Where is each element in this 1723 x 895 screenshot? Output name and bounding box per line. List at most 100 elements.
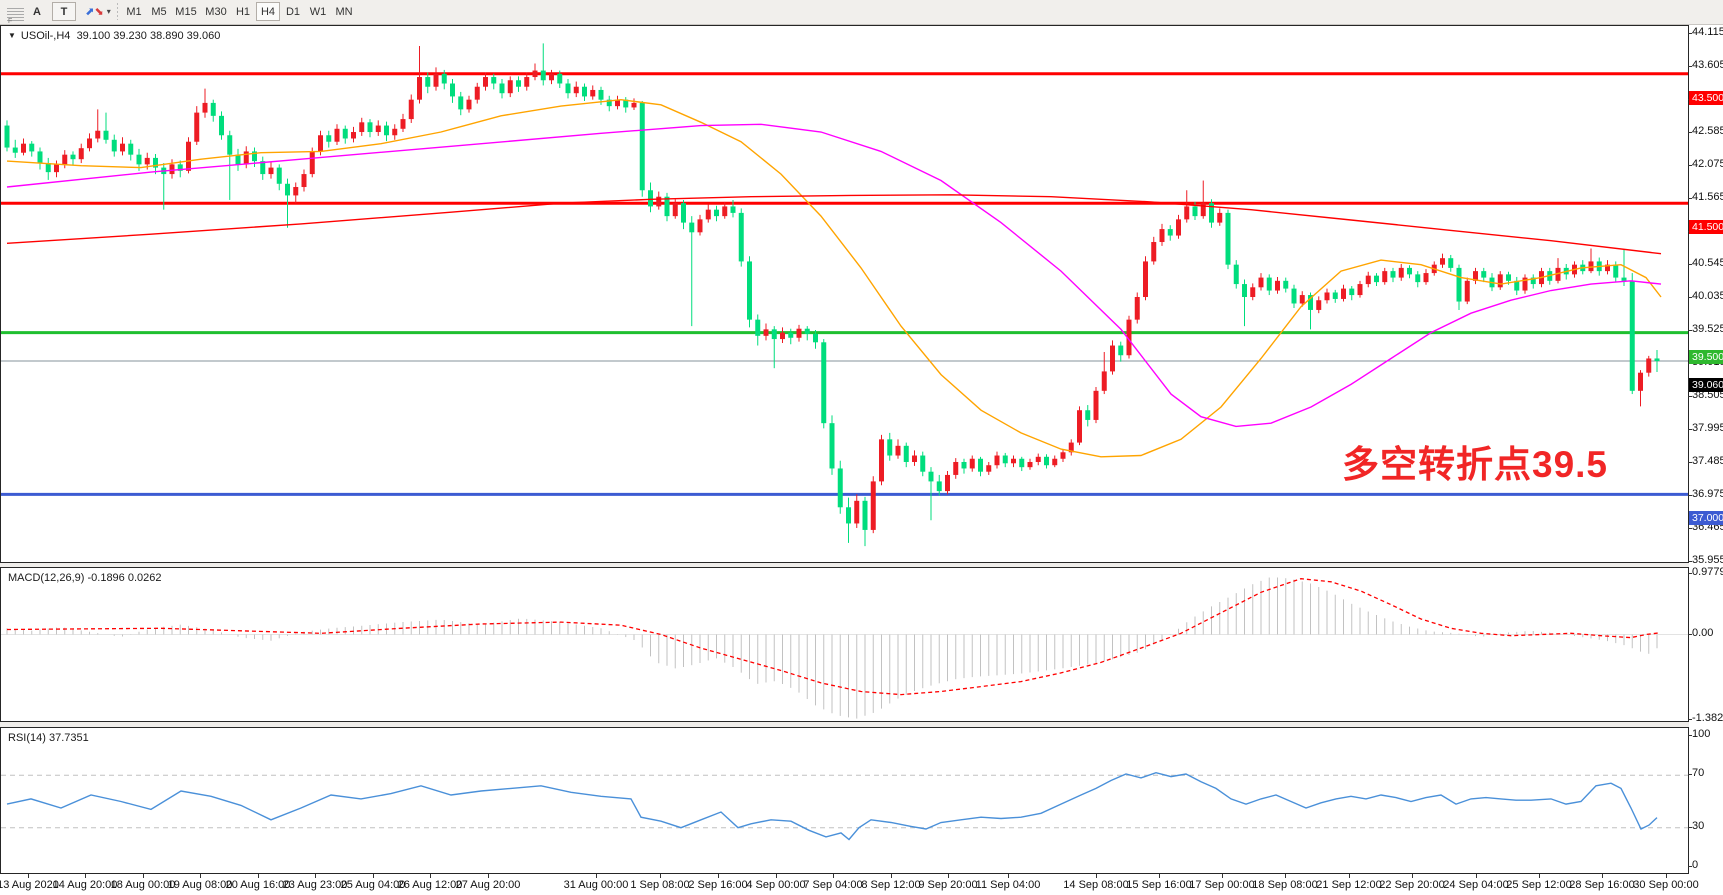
time-axis-label: 15 Sep 16:00	[1126, 879, 1192, 891]
arrow-tool-button[interactable]: A	[26, 2, 48, 21]
time-axis[interactable]: 13 Aug 2020 14 Aug 20:00 18 Aug 00:00 19 Au…	[0, 874, 1723, 895]
time-tick	[85, 874, 86, 878]
time-axis-label: 7 Sep 04:00	[803, 879, 863, 891]
a-icon: A	[33, 5, 41, 18]
axis-tick	[1688, 560, 1692, 562]
macd-header: MACD(12,26,9) -0.1896 0.0262	[8, 572, 162, 584]
time-tick	[1096, 874, 1097, 878]
time-axis-label: 26 Aug 12:00	[397, 879, 463, 891]
axis-tick	[1688, 461, 1692, 463]
price-tick-label: 42.075	[1692, 157, 1723, 170]
axis-tick	[1688, 527, 1692, 529]
price-axis[interactable]: 44.11543.60543.09542.58542.07541.56541.0…	[1688, 25, 1723, 874]
timeframe-button-m15[interactable]: M15	[175, 5, 197, 18]
time-axis-label: 14 Aug 20:00	[52, 879, 118, 891]
time-axis-label: 2 Sep 16:00	[688, 879, 748, 891]
time-tick	[488, 874, 489, 878]
axis-tick	[1688, 65, 1692, 67]
axis-tick	[1688, 164, 1692, 166]
rsi-chart[interactable]	[1, 728, 1688, 873]
time-tick	[948, 874, 949, 878]
time-tick	[1222, 874, 1223, 878]
axis-tick	[1688, 263, 1692, 265]
time-tick	[891, 874, 892, 878]
toolbar-separator	[117, 3, 118, 20]
time-axis-label: 8 Sep 12:00	[861, 879, 921, 891]
price-level-label-39.500: 39.500	[1689, 349, 1723, 364]
price-tick-label: 42.585	[1692, 124, 1723, 137]
axis-tick	[1688, 33, 1692, 34]
timeframe-button-mn[interactable]: MN	[335, 5, 353, 18]
macd-panel: MACD(12,26,9) -0.1896 0.0262	[0, 567, 1689, 722]
candles	[4, 43, 1660, 547]
time-tick	[833, 874, 834, 878]
axis-tick	[1688, 826, 1692, 828]
time-axis-label: 9 Sep 20:00	[918, 879, 978, 891]
macd-tick-label: 0.9779	[1692, 565, 1723, 578]
time-tick	[1285, 874, 1286, 878]
price-level-label-41.500: 41.500	[1689, 220, 1723, 235]
panel-divider[interactable]	[0, 722, 1723, 727]
cycle-arrows-icon: ⬈⬊	[85, 5, 104, 18]
rsi-panel: RSI(14) 37.7351	[0, 727, 1689, 874]
ma-mid-magenta	[6, 123, 1662, 428]
time-axis-label: 18 Aug 00:00	[110, 879, 176, 891]
price-tick-label: 40.545	[1692, 256, 1723, 269]
time-tick	[373, 874, 374, 878]
time-axis-label: 17 Sep 00:00	[1189, 879, 1255, 891]
timeframe-button-m30[interactable]: M30	[205, 5, 227, 18]
cycle-symbols-button[interactable]: ⬈⬊ ▾	[82, 2, 114, 21]
axis-tick	[1688, 735, 1692, 736]
time-axis-label: 11 Sep 04:00	[975, 879, 1041, 891]
rsi-header: RSI(14) 37.7351	[8, 732, 89, 744]
axis-tick	[1688, 296, 1692, 298]
time-axis-label: 25 Aug 04:00	[340, 879, 406, 891]
price-tick-label: 44.115	[1692, 26, 1723, 38]
timeframe-button-h4[interactable]: H4	[256, 2, 280, 21]
price-tick-label: 43.605	[1692, 58, 1723, 71]
time-tick	[258, 874, 259, 878]
axis-tick	[1688, 719, 1692, 721]
timeframe-button-m5[interactable]: M5	[151, 5, 167, 18]
axis-tick	[1688, 395, 1692, 397]
main-price-chart[interactable]	[1, 26, 1688, 562]
text-tool-button[interactable]: T	[52, 2, 76, 21]
timeframe-button-d1[interactable]: D1	[285, 5, 301, 18]
price-tick-label: 37.485	[1692, 454, 1723, 467]
axis-tick	[1688, 866, 1692, 867]
timeframe-button-m1[interactable]: M1	[126, 5, 142, 18]
chart-header: ▼ USOil-,H4 39.100 39.230 38.890 39.060	[8, 30, 220, 42]
price-level-label-37.000: 37.000	[1689, 511, 1723, 526]
time-tick	[1602, 874, 1603, 878]
collapse-triangle-icon[interactable]: ▼	[8, 31, 16, 40]
time-tick	[200, 874, 201, 878]
axis-tick	[1688, 329, 1692, 331]
moving-averages	[6, 98, 1662, 458]
time-tick	[1008, 874, 1009, 878]
time-tick	[1412, 874, 1413, 878]
panel-divider[interactable]	[0, 563, 1723, 567]
time-tick	[143, 874, 144, 878]
macd-tick-label: 0.00	[1692, 626, 1714, 639]
timeframe-button-w1[interactable]: W1	[309, 5, 327, 18]
chart-grid-button[interactable]: F	[2, 2, 24, 25]
price-tick-label: 41.565	[1692, 190, 1723, 203]
time-tick	[315, 874, 316, 878]
ma-slow-red	[6, 194, 1662, 255]
macd-signal-line	[6, 578, 1660, 696]
rsi-tick-label: 70	[1692, 767, 1705, 780]
time-axis-label: 21 Sep 12:00	[1316, 879, 1382, 891]
axis-tick	[1688, 633, 1692, 635]
text-icon: T	[60, 5, 68, 18]
timeframe-button-h1[interactable]: H1	[235, 5, 251, 18]
time-axis-label: 14 Sep 08:00	[1063, 879, 1129, 891]
chart-annotation-text: 多空转折点39.5	[1342, 444, 1609, 485]
rsi-tick-label: 0	[1692, 859, 1699, 871]
time-axis-label: 25 Sep 12:00	[1506, 879, 1572, 891]
macd-tick-label: -1.382	[1692, 712, 1723, 725]
macd-chart[interactable]	[1, 568, 1688, 721]
price-tick-label: 37.995	[1692, 421, 1723, 434]
time-axis-label: 31 Aug 00:00	[563, 879, 629, 891]
price-level-label-39.060: 39.060	[1689, 378, 1723, 393]
